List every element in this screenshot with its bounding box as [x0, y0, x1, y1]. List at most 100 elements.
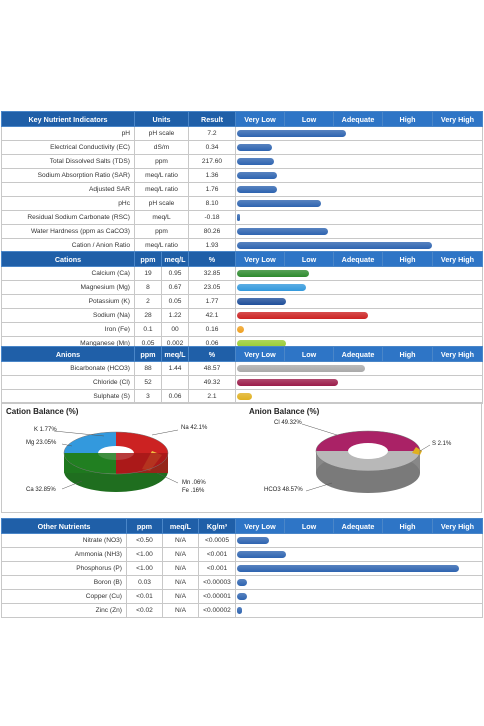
other-header-3: Kg/m³ — [198, 518, 236, 534]
meq-cell: N/A — [162, 589, 199, 604]
anions-section: Anions ppm meq/L% Very Low Low Adequate High Ve… — [1, 346, 483, 404]
ppm-cell: <0.02 — [126, 603, 163, 618]
meq-cell: N/A — [162, 561, 199, 576]
level-bar — [237, 144, 272, 151]
level-bar — [237, 214, 240, 221]
unit-cell: ppm — [134, 154, 189, 169]
level-bar — [237, 326, 244, 333]
level-bar-cell — [235, 589, 483, 604]
name-cell: Water Hardness (ppm as CaCO3) — [1, 224, 135, 239]
name-cell: Sodium (Na) — [1, 308, 135, 323]
level-bar-cell — [235, 575, 483, 590]
meq-cell: 00 — [161, 322, 189, 337]
level-bar-cell — [235, 547, 483, 562]
anions-header-3: % — [188, 346, 236, 362]
cation-slice-mg — [64, 432, 116, 453]
kg-cell: <0.0005 — [198, 533, 236, 548]
level-bar-cell — [235, 266, 483, 281]
pct-cell: 1.77 — [188, 294, 236, 309]
anions-header-8: Very High — [432, 346, 483, 362]
level-bar — [237, 551, 286, 558]
level-bar-cell — [235, 294, 483, 309]
level-bar — [237, 593, 247, 600]
name-cell: Chloride (Cl) — [1, 375, 135, 390]
cations-header-0: Cations — [1, 251, 135, 267]
other-nutrients-section: Other Nutrients ppm meq/L Kg/m³ Very Low Low A… — [1, 518, 483, 618]
table-row: Potassium (K) 2 0.05 1.77 — [1, 294, 483, 309]
level-bar-cell — [235, 389, 483, 404]
table-row: Phosphorus (P) <1.00 N/A <0.001 — [1, 561, 483, 576]
table-row: Boron (B) 0.03 N/A <0.00003 — [1, 575, 483, 590]
anion-label-s: S 2.1% — [432, 441, 452, 447]
level-bar-cell — [235, 154, 483, 169]
cation-label-mg: Mg 23.05% — [26, 440, 57, 446]
meq-cell: N/A — [162, 533, 199, 548]
table-row: Cation / Anion Ratio meq/L ratio 1.93 — [1, 238, 483, 253]
level-bar — [237, 200, 321, 207]
table-row: Ammonia (NH3) <1.00 N/A <0.001 — [1, 547, 483, 562]
pct-cell: 42.1 — [188, 308, 236, 323]
key-indicators-header-7: Very High — [432, 111, 483, 127]
level-bar — [237, 312, 368, 319]
name-cell: Nitrate (NO3) — [1, 533, 127, 548]
other-header-6: Adequate — [333, 518, 383, 534]
key-indicators-header-3: Very Low — [235, 111, 285, 127]
result-cell: 8.10 — [188, 196, 236, 211]
name-cell: Calcium (Ca) — [1, 266, 135, 281]
level-bar — [237, 393, 252, 400]
anions-header-1: ppm — [134, 346, 162, 362]
result-cell: 7.2 — [188, 126, 236, 141]
cation-donut-chart — [63, 431, 169, 492]
name-cell: Boron (B) — [1, 575, 127, 590]
table-row: Sodium (Na) 28 1.22 42.1 — [1, 308, 483, 323]
meq-cell: N/A — [162, 547, 199, 562]
meq-cell: 0.95 — [161, 266, 189, 281]
table-row: Total Dissolved Salts (TDS) ppm 217.60 — [1, 154, 483, 169]
level-bar-cell — [235, 280, 483, 295]
table-row: Iron (Fe) 0.1 00 0.16 — [1, 322, 483, 337]
ppm-cell: 88 — [134, 361, 162, 376]
result-cell: 1.76 — [188, 182, 236, 197]
level-bar — [237, 130, 346, 137]
other-header-1: ppm — [126, 518, 163, 534]
anion-slice-cl — [316, 431, 420, 451]
meq-cell: 1.22 — [161, 308, 189, 323]
name-cell: Residual Sodium Carbonate (RSC) — [1, 210, 135, 225]
ppm-cell: <1.00 — [126, 561, 163, 576]
kg-cell: <0.001 — [198, 561, 236, 576]
key-indicators-header-0: Key Nutrient Indicators — [1, 111, 135, 127]
name-cell: Magnesium (Mg) — [1, 280, 135, 295]
cation-label-k: K 1.77% — [34, 427, 57, 433]
name-cell: pH — [1, 126, 135, 141]
anion-donut-chart — [315, 430, 422, 493]
other-header-8: Very High — [432, 518, 483, 534]
unit-cell: meq/L — [134, 210, 189, 225]
other-header-2: meq/L — [162, 518, 199, 534]
result-cell: 0.34 — [188, 140, 236, 155]
table-row: Zinc (Zn) <0.02 N/A <0.00002 — [1, 603, 483, 618]
level-bar-cell — [235, 126, 483, 141]
ppm-cell: 52 — [134, 375, 162, 390]
ppm-cell: <0.50 — [126, 533, 163, 548]
cation-label-mn: Mn .06% — [182, 480, 206, 486]
level-bar-cell — [235, 224, 483, 239]
cation-label-fe: Fe .16% — [182, 488, 205, 494]
anion-balance-title: Anion Balance (%) — [249, 407, 320, 416]
table-row: Sulphate (S) 3 0.06 2.1 — [1, 389, 483, 404]
ppm-cell: <1.00 — [126, 547, 163, 562]
cations-header-8: Very High — [432, 251, 483, 267]
level-bar-cell — [235, 361, 483, 376]
table-row: Nitrate (NO3) <0.50 N/A <0.0005 — [1, 533, 483, 548]
unit-cell: pH scale — [134, 126, 189, 141]
meq-cell: 0.67 — [161, 280, 189, 295]
pct-cell: 49.32 — [188, 375, 236, 390]
level-bar-cell — [235, 196, 483, 211]
name-cell: Copper (Cu) — [1, 589, 127, 604]
table-row: Magnesium (Mg) 8 0.67 23.05 — [1, 280, 483, 295]
result-cell: 80.26 — [188, 224, 236, 239]
cations-header-1: ppm — [134, 251, 162, 267]
table-row: pHc pH scale 8.10 — [1, 196, 483, 211]
anion-slice-hco3 — [316, 451, 420, 471]
other-header-0: Other Nutrients — [1, 518, 127, 534]
level-bar — [237, 186, 277, 193]
